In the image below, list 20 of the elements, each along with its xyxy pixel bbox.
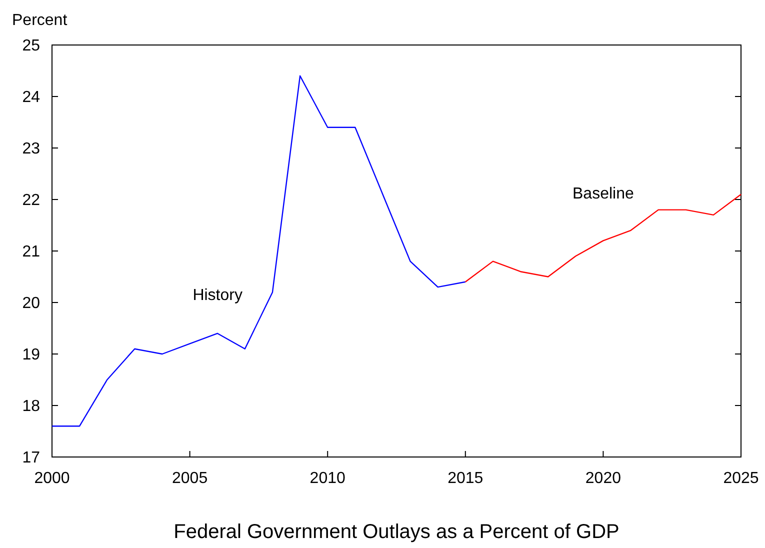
x-tick-label: 2005 xyxy=(172,470,208,487)
x-tick-label: 2020 xyxy=(585,470,622,487)
y-tick-label: 23 xyxy=(22,140,40,158)
y-tick-label: 25 xyxy=(22,38,40,55)
y-tick-label: 24 xyxy=(22,89,40,106)
y-tick-label: 17 xyxy=(22,450,40,467)
y-tick-label: 19 xyxy=(22,346,40,364)
y-tick-label: 18 xyxy=(22,398,40,416)
y-tick-label: 20 xyxy=(22,295,40,312)
text: Federal Government Outlays as a Percent of GDP xyxy=(174,521,620,543)
series-label: Baseline xyxy=(572,186,634,203)
x-tick-label: 2010 xyxy=(310,470,346,487)
x-tick-label: 2015 xyxy=(448,470,484,487)
line-series xyxy=(51,75,466,427)
series-label: History xyxy=(192,287,242,304)
y-tick-label: 21 xyxy=(22,244,40,261)
x-tick-label: 2000 xyxy=(34,470,70,487)
y-tick-label: 22 xyxy=(22,192,40,210)
x-tick-label: 2025 xyxy=(723,470,759,487)
y-axis-title: Percent xyxy=(12,12,68,29)
